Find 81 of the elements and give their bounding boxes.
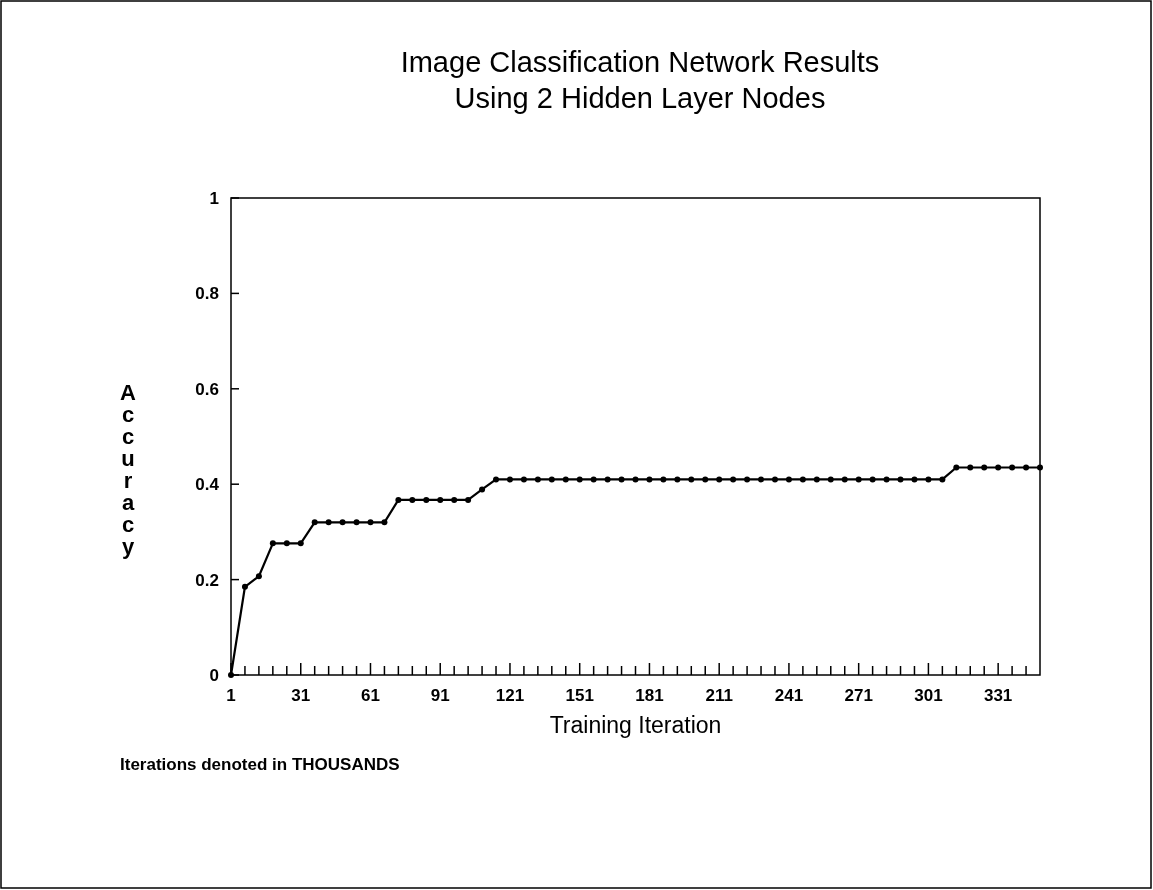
point bbox=[283, 540, 290, 547]
point bbox=[479, 486, 486, 493]
y-tick-label: 0.8 bbox=[195, 284, 219, 304]
x-tick-label: 1 bbox=[226, 686, 236, 705]
point bbox=[465, 496, 472, 503]
point bbox=[520, 476, 527, 483]
x-tick-label: 61 bbox=[361, 686, 380, 705]
point bbox=[981, 464, 988, 471]
point bbox=[911, 476, 918, 483]
point bbox=[967, 464, 974, 471]
y-tick-label: 0.2 bbox=[195, 570, 219, 590]
chart-title: Image Classification Network Results Using 2 Hidden Layer Nodes bbox=[400, 46, 880, 114]
point bbox=[437, 496, 444, 503]
point bbox=[451, 496, 458, 503]
x-tick-label: 211 bbox=[705, 686, 733, 705]
x-tick-label: 121 bbox=[495, 686, 525, 705]
point bbox=[646, 476, 653, 483]
point bbox=[297, 540, 304, 547]
point bbox=[771, 476, 778, 483]
point bbox=[311, 519, 318, 526]
point bbox=[758, 476, 765, 483]
point bbox=[1023, 464, 1030, 471]
point bbox=[827, 476, 834, 483]
point bbox=[939, 476, 946, 483]
y-tick-label: 1 bbox=[209, 188, 219, 208]
point bbox=[548, 476, 555, 483]
point bbox=[506, 476, 513, 483]
point bbox=[744, 476, 751, 483]
x-tick-label: 151 bbox=[565, 686, 594, 705]
point bbox=[883, 476, 890, 483]
point bbox=[269, 540, 276, 547]
x-tick-label: 271 bbox=[844, 686, 873, 705]
point bbox=[409, 496, 416, 503]
x-tick-label: 301 bbox=[914, 686, 943, 705]
point bbox=[688, 476, 695, 483]
point bbox=[395, 496, 402, 503]
point bbox=[869, 476, 876, 483]
x-tick-label: 31 bbox=[291, 686, 311, 705]
point bbox=[1009, 464, 1016, 471]
point bbox=[353, 519, 360, 526]
point bbox=[241, 583, 248, 590]
point bbox=[339, 519, 346, 526]
point bbox=[590, 476, 597, 483]
point bbox=[897, 476, 904, 483]
text: Iterations denoted in THOUSANDS bbox=[120, 755, 400, 774]
point bbox=[423, 496, 430, 503]
point bbox=[995, 464, 1002, 471]
point bbox=[841, 476, 848, 483]
y-tick-label: 0.6 bbox=[195, 379, 219, 399]
y-tick-label: 0 bbox=[209, 665, 219, 685]
point bbox=[925, 476, 932, 483]
x-tick-label: 181 bbox=[635, 686, 664, 705]
point bbox=[702, 476, 709, 483]
point bbox=[576, 476, 583, 483]
point bbox=[674, 476, 681, 483]
point bbox=[730, 476, 737, 483]
point bbox=[855, 476, 862, 483]
point bbox=[604, 476, 611, 483]
point bbox=[799, 476, 806, 483]
x-tick-label: 241 bbox=[774, 686, 804, 705]
point bbox=[618, 476, 625, 483]
point bbox=[1037, 464, 1043, 471]
point bbox=[325, 519, 332, 526]
point bbox=[255, 573, 262, 580]
point bbox=[562, 476, 569, 483]
y-axis-title: Accuracy bbox=[120, 380, 137, 559]
y-tick-label: 0.4 bbox=[195, 475, 220, 495]
point bbox=[381, 519, 388, 526]
point bbox=[632, 476, 639, 483]
point bbox=[716, 476, 723, 483]
x-axis-title: Training Iteration bbox=[549, 712, 722, 738]
point bbox=[660, 476, 667, 483]
point bbox=[813, 476, 820, 483]
x-tick-label: 91 bbox=[430, 686, 450, 705]
point bbox=[785, 476, 792, 483]
point bbox=[493, 476, 500, 483]
point bbox=[367, 519, 374, 526]
point bbox=[228, 672, 234, 678]
point bbox=[534, 476, 541, 483]
point bbox=[953, 464, 960, 471]
x-tick-label: 331 bbox=[983, 686, 1013, 705]
